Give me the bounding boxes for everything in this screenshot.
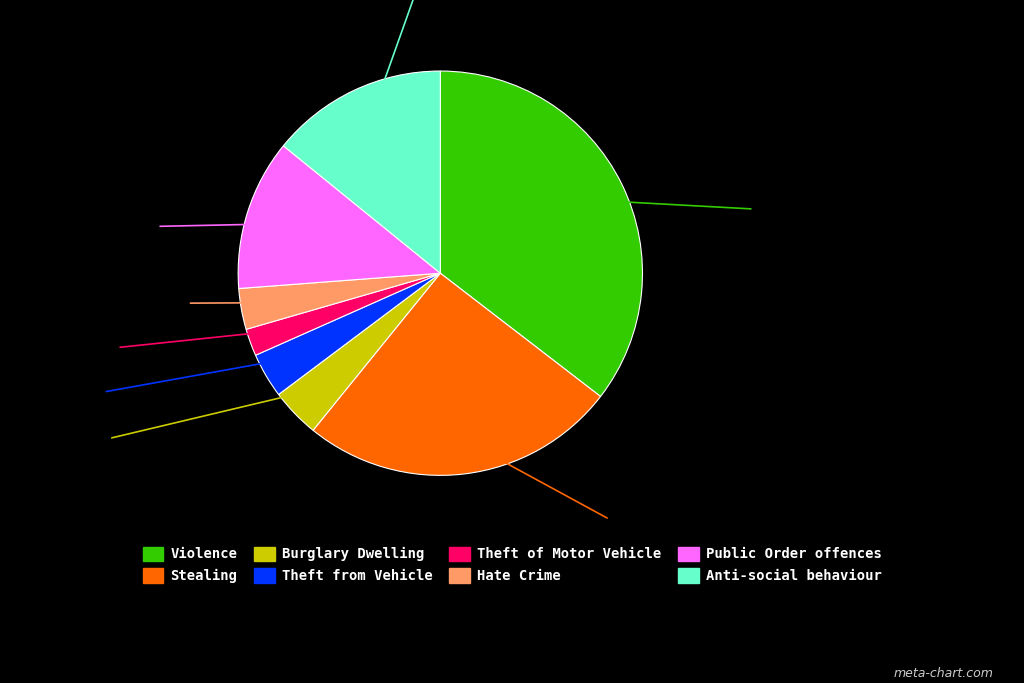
Text: Burglary Dwelling : 1463: Burglary Dwelling : 1463 — [0, 389, 318, 451]
Wedge shape — [256, 273, 440, 395]
Wedge shape — [313, 273, 600, 475]
Text: Hate Crime : 1221: Hate Crime : 1221 — [51, 297, 274, 310]
Wedge shape — [239, 273, 440, 329]
Text: Anti-social behaviour : 5278: Anti-social behaviour : 5278 — [308, 0, 532, 121]
Text: Theft of Motor Vehicle : 810: Theft of Motor Vehicle : 810 — [0, 331, 282, 361]
Text: Violence : 13222: Violence : 13222 — [592, 200, 882, 219]
Text: meta-chart.com: meta-chart.com — [893, 667, 993, 680]
Text: Stealing : 9476: Stealing : 9476 — [462, 439, 682, 533]
Wedge shape — [246, 273, 440, 355]
Wedge shape — [284, 71, 440, 273]
Text: Theft from Vehicle : 1339: Theft from Vehicle : 1339 — [0, 358, 295, 405]
Legend: Violence, Stealing, Burglary Dwelling, Theft from Vehicle, Theft of Motor Vehicl: Violence, Stealing, Burglary Dwelling, T… — [135, 540, 889, 590]
Text: Public Order offences : 4500: Public Order offences : 4500 — [0, 222, 280, 235]
Wedge shape — [440, 71, 642, 397]
Wedge shape — [279, 273, 440, 430]
Wedge shape — [239, 145, 440, 288]
